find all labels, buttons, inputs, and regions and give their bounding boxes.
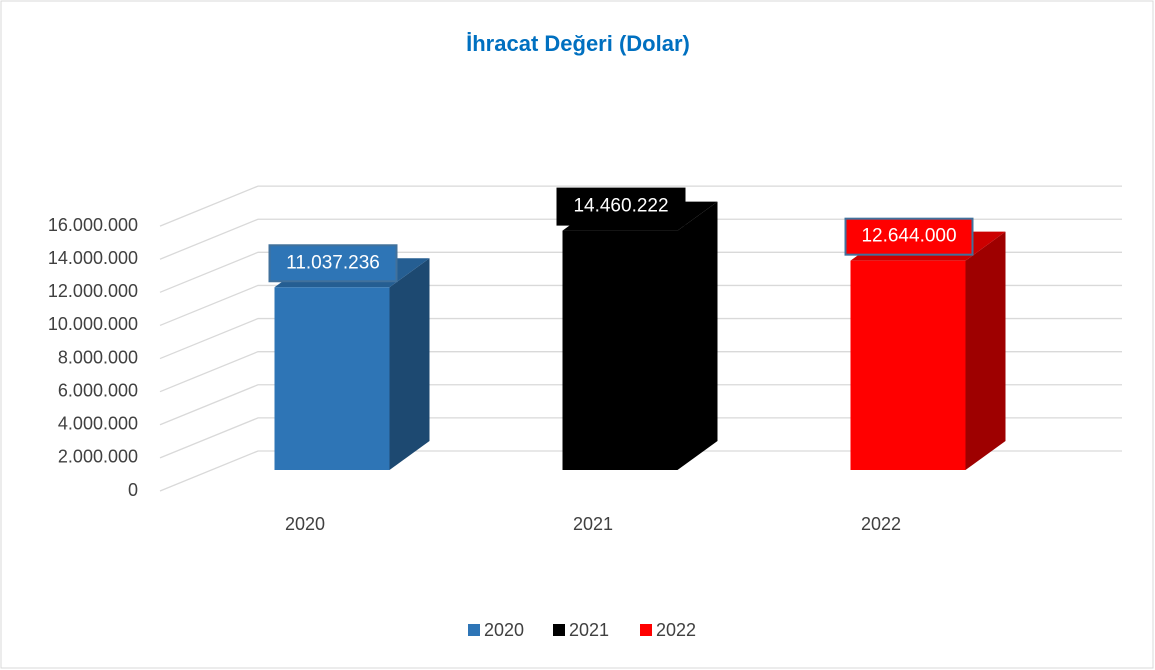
x-tick-label: 2020 xyxy=(285,514,325,534)
y-tick-label: 0 xyxy=(128,480,138,500)
y-tick-label: 16.000.000 xyxy=(48,215,138,235)
data-label-box xyxy=(268,244,398,283)
grid-line xyxy=(159,317,1122,360)
legend-swatch xyxy=(468,624,480,636)
y-tick-label: 8.000.000 xyxy=(58,347,138,367)
data-label: 14.460.222 xyxy=(573,196,668,217)
legend-label: 2020 xyxy=(484,620,524,640)
bar-side xyxy=(677,201,718,470)
y-tick-label: 6.000.000 xyxy=(58,380,138,400)
legend-swatch xyxy=(553,624,565,636)
y-tick-label: 12.000.000 xyxy=(48,281,138,301)
data-label: 12.644.000 xyxy=(861,226,956,247)
y-tick-label: 14.000.000 xyxy=(48,248,138,268)
bar-side xyxy=(389,258,430,470)
legend-label: 2021 xyxy=(569,620,609,640)
grid-line xyxy=(159,284,1122,327)
x-tick-label: 2021 xyxy=(573,514,613,534)
data-label-box xyxy=(844,217,974,256)
grid-line xyxy=(159,450,1122,492)
grid-line xyxy=(159,251,1122,293)
bar xyxy=(850,260,966,470)
chart-title: İhracat Değeri (Dolar) xyxy=(466,31,690,56)
data-label: 11.037.236 xyxy=(286,252,380,273)
legend-swatch xyxy=(640,624,652,636)
x-tick-label: 2022 xyxy=(861,514,901,534)
y-tick-label: 10.000.000 xyxy=(48,314,138,334)
y-tick-label: 2.000.000 xyxy=(58,447,138,467)
grid-line xyxy=(159,351,1122,393)
bar xyxy=(274,287,390,470)
grid-line xyxy=(159,384,1122,426)
bar-side xyxy=(965,231,1006,470)
legend-label: 2022 xyxy=(656,620,696,640)
data-label-box xyxy=(556,187,686,226)
bar xyxy=(562,230,678,470)
grid-line xyxy=(159,417,1122,459)
grid-line xyxy=(159,218,1122,260)
y-tick-label: 4.000.000 xyxy=(58,414,138,434)
grid-line xyxy=(159,185,1122,227)
